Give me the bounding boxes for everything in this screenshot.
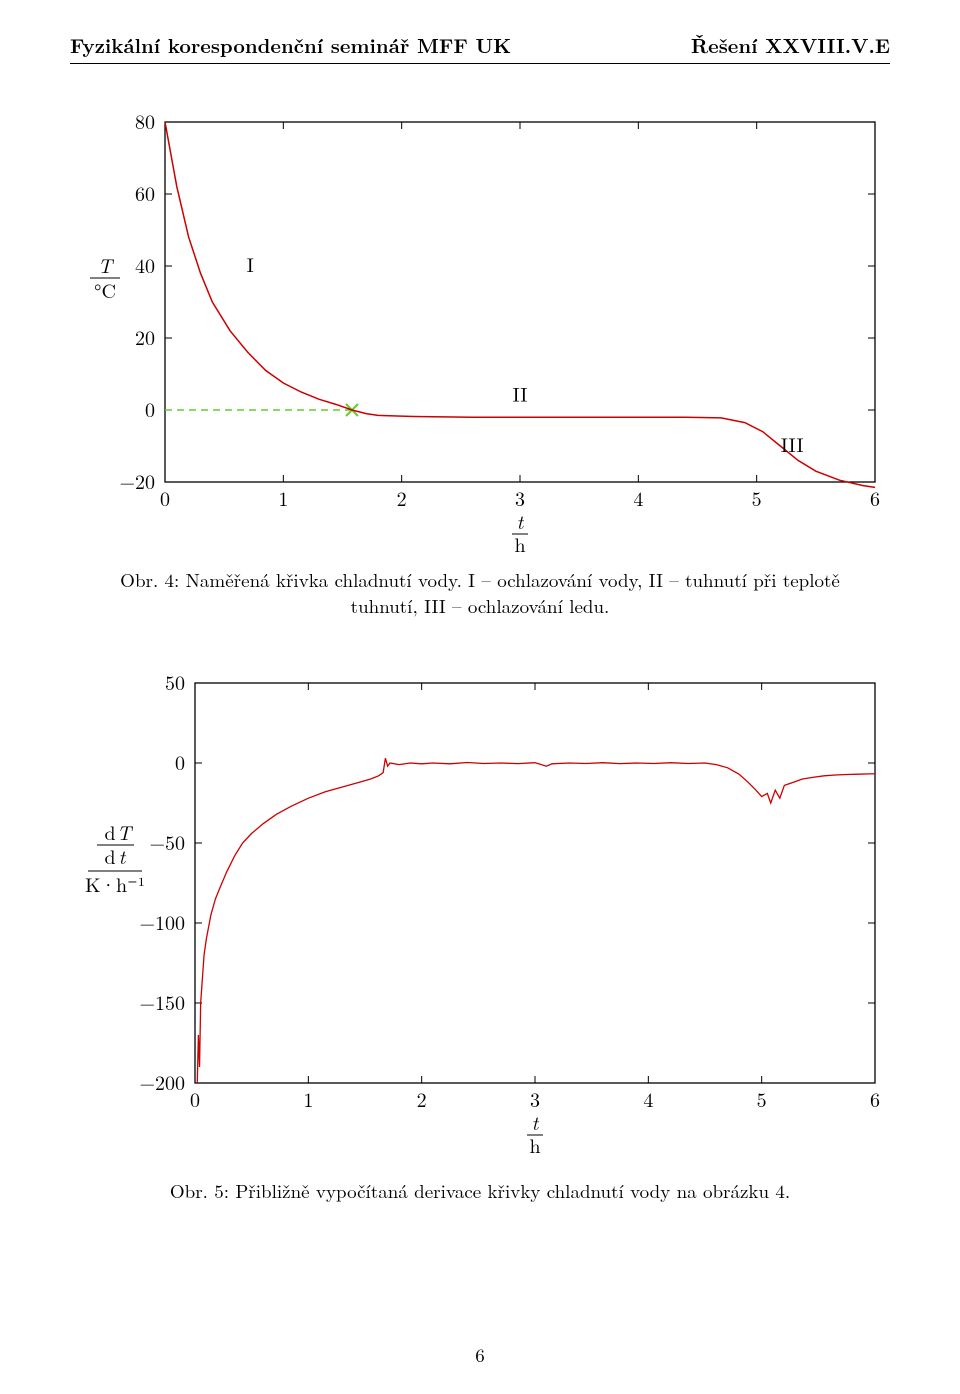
chart-2-caption: Obr. 5: Přibližně vypočítaná derivace kř… — [70, 1178, 890, 1204]
svg-text:III: III — [781, 429, 804, 458]
chart-1: 0123456−20020406080IIIIIIthT°C Obr. 4: N… — [70, 112, 890, 618]
svg-text:h: h — [529, 1130, 540, 1159]
svg-text:°C: °C — [94, 275, 116, 304]
svg-text:60: 60 — [135, 178, 155, 207]
svg-text:−20: −20 — [119, 466, 155, 495]
caption-1-line-1: Obr. 4: Naměřená křivka chladnutí vody. … — [120, 566, 840, 593]
svg-text:−150: −150 — [139, 987, 185, 1016]
svg-text:80: 80 — [135, 112, 155, 135]
svg-text:1: 1 — [303, 1084, 313, 1113]
svg-text:2: 2 — [397, 483, 407, 512]
page-header: Fyzikální korespondenční seminář MFF UK … — [70, 30, 890, 64]
page-number: 6 — [0, 1341, 960, 1368]
svg-text:2: 2 — [417, 1084, 427, 1113]
svg-text:5: 5 — [757, 1084, 767, 1113]
svg-text:0: 0 — [160, 483, 170, 512]
svg-text:6: 6 — [870, 1084, 880, 1113]
header-left: Fyzikální korespondenční seminář MFF UK — [70, 30, 511, 59]
svg-text:4: 4 — [633, 483, 643, 512]
svg-text:1: 1 — [278, 483, 288, 512]
svg-text:0: 0 — [145, 394, 155, 423]
svg-text:5: 5 — [752, 483, 762, 512]
svg-text:4: 4 — [643, 1084, 653, 1113]
svg-text:I: I — [247, 249, 254, 278]
svg-text:20: 20 — [135, 322, 155, 351]
svg-text:0: 0 — [190, 1084, 200, 1113]
chart-2-svg: 0123456−200−150−100−50050thdTdtK·h⁻¹ — [70, 673, 890, 1163]
svg-text:II: II — [513, 379, 528, 408]
caption-2-text: Obr. 5: Přibližně vypočítaná derivace kř… — [170, 1177, 790, 1204]
header-right: Řešení XXVIII.V.E — [691, 30, 890, 59]
svg-text:50: 50 — [165, 673, 185, 696]
chart-2: 0123456−200−150−100−50050thdTdtK·h⁻¹ Obr… — [70, 673, 890, 1204]
chart-1-svg: 0123456−20020406080IIIIIIthT°C — [70, 112, 890, 552]
svg-text:K·h⁻¹: K·h⁻¹ — [85, 869, 145, 898]
chart-1-caption: Obr. 4: Naměřená křivka chladnutí vody. … — [70, 567, 890, 618]
caption-1-line-2: tuhnutí, III – ochlazování ledu. — [351, 592, 610, 619]
svg-text:−100: −100 — [139, 907, 185, 936]
svg-text:40: 40 — [135, 250, 155, 279]
page: Fyzikální korespondenční seminář MFF UK … — [0, 0, 960, 1394]
svg-text:h: h — [514, 529, 525, 552]
svg-text:−200: −200 — [139, 1067, 185, 1096]
svg-text:−50: −50 — [149, 827, 185, 856]
svg-text:0: 0 — [175, 747, 185, 776]
svg-text:d: d — [104, 841, 115, 870]
